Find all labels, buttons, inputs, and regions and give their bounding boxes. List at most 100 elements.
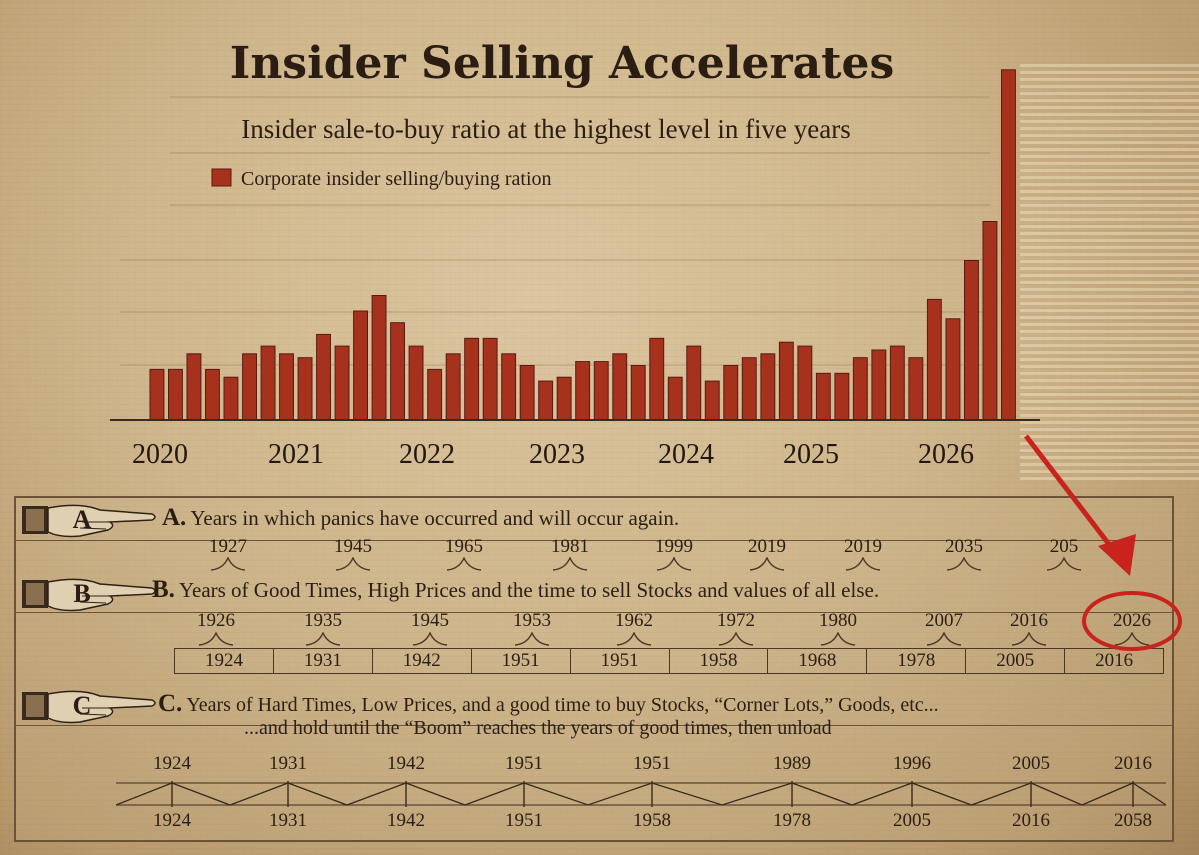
row-c-top-year: 1931 [269,753,307,774]
row-c-bottom-year: 1978 [773,810,811,831]
bar [797,345,813,421]
bar [778,341,794,421]
row-c-top-year: 1996 [893,753,931,774]
row-c-text: Years of Hard Times, Low Prices, and a g… [186,694,939,716]
bar [926,298,942,421]
bar [501,353,517,421]
row-c-letter: C. [158,690,183,717]
row-b-year: 2016 [1010,610,1048,631]
row-b-box-year: 1978 [867,649,967,673]
row-c-bottom-year: 2005 [893,810,931,831]
svg-text:C: C [73,691,92,720]
row-c-top-year: 1924 [153,753,191,774]
row-b-box-year: 1958 [670,649,769,673]
row-b-letter: B. [152,576,175,603]
bar [408,345,424,421]
row-c-bottom-year: 2016 [1012,810,1050,831]
row-b-box-year: 2016 [1095,650,1134,671]
row-b-year: 1972 [717,610,755,631]
x-tick-label: 2021 [268,439,324,470]
row-b-box-year: 1968 [768,649,868,673]
row-c-heading: C. Years of Hard Times, Low Prices, and a… [158,690,939,718]
bar [168,368,183,421]
bar [205,368,220,421]
bar [390,322,406,421]
svg-text:A: A [73,505,92,534]
bar [908,357,924,421]
bar [445,353,461,421]
row-c-bottom-year: 1942 [387,810,425,831]
row-c-bottom-year: 1931 [269,810,307,831]
peak-marker [927,632,961,646]
row-b-year: 2007 [925,610,963,631]
bar [704,380,720,421]
x-tick-label: 2022 [399,439,455,470]
bar [149,368,165,421]
bar [519,365,535,421]
x-tick-label: 2023 [529,439,585,470]
row-b-box-year: 1951 [472,649,571,673]
bar [649,337,665,421]
row-b-year: 1935 [304,610,342,631]
row-a-year: 1999 [655,536,693,557]
bar [353,310,369,421]
row-c-zigzag-segment [1132,782,1167,806]
bar [242,353,258,421]
row-b-text: Years of Good Times, High Prices and the… [178,578,880,602]
row-a-year: 2019 [748,536,786,557]
row-c-zigzag-segment [791,782,913,806]
bar [834,372,850,421]
row-a-heading: A. Years in which panics have occurred an… [162,504,679,532]
peak-marker [515,632,549,646]
row-b-box-year: 1942 [373,649,472,673]
row-c-top-year: 1951 [633,753,671,774]
peak-marker [336,557,370,571]
bar [279,353,295,421]
bar [667,376,683,421]
bar [427,368,443,421]
row-b-rule [16,612,1172,613]
x-tick-label: 2026 [918,439,974,470]
bar [871,349,887,421]
peak-marker [553,557,587,571]
peak-marker [1047,557,1081,571]
row-c-bottom-year: 1951 [505,810,543,831]
bar [297,357,313,421]
bar-chart: Insider Selling Accelerates Insider sale… [110,38,1040,470]
bar [482,337,498,421]
bar [964,260,979,421]
bar [982,221,998,421]
bar [686,345,702,421]
row-b-box-year: 1931 [274,649,373,673]
bar [760,353,776,421]
bar [316,333,332,421]
bar [630,365,646,421]
row-c-zigzag [115,781,1167,807]
peak-marker [199,632,233,646]
pointing-hand-icon: C [22,690,156,724]
row-b-box-year: 1924 [175,649,274,673]
row-c-top-year: 2005 [1012,753,1050,774]
bar [815,372,831,421]
peak-marker [846,557,880,571]
row-c-top-year: 1989 [773,753,811,774]
row-b-year: 1980 [819,610,857,631]
row-c-zigzag-segment [405,782,525,806]
row-a-rule [16,540,1172,541]
bar [556,376,572,421]
bar [852,357,868,421]
legend-swatch [211,168,232,187]
peak-marker [211,557,245,571]
bar [334,345,350,421]
row-c-rule [16,725,1172,726]
row-c-bottom-year: 1958 [633,810,671,831]
svg-text:B: B [73,579,90,608]
bar [593,361,609,421]
row-b-box-years: 1924 1931 1942 1951 1951 1958 1968 1978 2005 2016 [174,648,1164,674]
x-tick-label: 2020 [132,439,188,470]
pointing-hand-icon: B [22,578,156,612]
row-c-zigzag-segment [287,782,407,806]
bar [945,318,961,421]
row-c-zigzag-segment [523,782,653,806]
